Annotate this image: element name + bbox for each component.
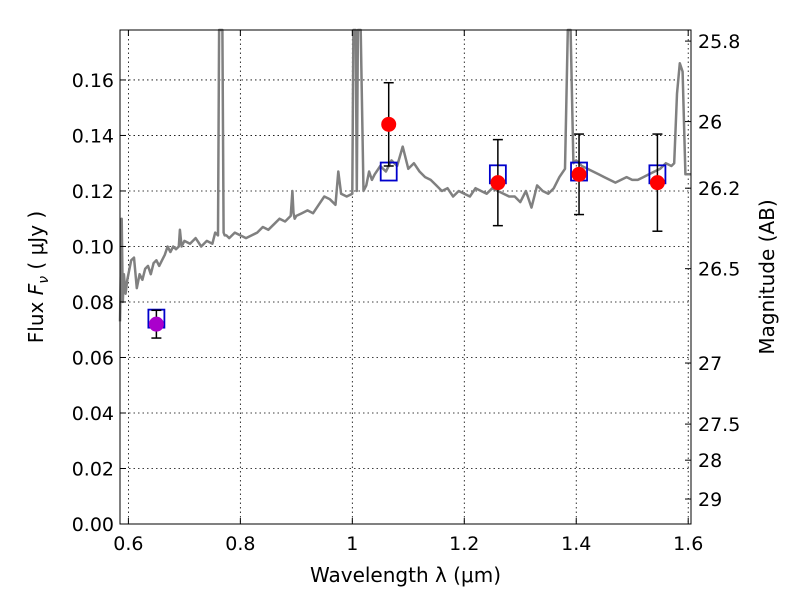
- y-axis-title-subscript: ν: [36, 276, 52, 284]
- right-tick-label: 25.8: [698, 31, 740, 53]
- observed-flux-point: [571, 166, 587, 182]
- right-tick-label: 28: [698, 450, 722, 472]
- right-tick-label: 26.5: [698, 259, 740, 281]
- observed-point-layer: [148, 116, 665, 332]
- errorbar-layer: [151, 81, 663, 339]
- x-axis-title: Wavelength λ (μm): [310, 563, 501, 587]
- y-axis-title-symbol: F: [24, 283, 48, 295]
- y-axis-title: Flux Fν ( μJy ): [24, 211, 52, 343]
- y-tick-label: 0.06: [72, 347, 114, 369]
- x-tick-label: 0.8: [225, 533, 255, 555]
- x-tick-label: 1: [346, 533, 358, 555]
- observed-flux-point: [649, 175, 665, 191]
- observed-flux-point: [148, 316, 164, 332]
- y-tick-label: 0.14: [72, 125, 114, 147]
- right-tick-label: 29: [698, 489, 722, 511]
- right-axis-title: Magnitude (AB): [755, 199, 779, 354]
- plot-frame: [119, 29, 692, 525]
- x-tick-label: 1.2: [449, 533, 479, 555]
- y-tick-label: 0.08: [72, 292, 114, 314]
- x-tick-label: 0.6: [113, 533, 143, 555]
- y-tick-label: 0.16: [72, 70, 114, 92]
- y-tick-label: 0.00: [72, 514, 114, 536]
- x-tick-label: 1.6: [673, 533, 703, 555]
- y-tick-label: 0.10: [72, 236, 114, 258]
- tick-layer: 0.6 0.8 1 1.2 1.4 1.6 0.00 0.02 0.04 0.06 0.08 0.10…: [72, 30, 740, 555]
- right-tick-label: 26.2: [698, 178, 740, 200]
- y-axis-title-prefix: Flux: [24, 295, 48, 343]
- right-tick-label: 27: [698, 353, 722, 375]
- observed-flux-point: [490, 175, 506, 191]
- right-tick-label: 27.5: [698, 414, 740, 436]
- right-tick-label: 26: [698, 112, 722, 134]
- observed-flux-point: [381, 116, 397, 132]
- y-tick-label: 0.12: [72, 181, 114, 203]
- y-tick-label: 0.04: [72, 403, 114, 425]
- y-tick-label: 0.02: [72, 458, 114, 480]
- y-axis-title-suffix: ( μJy ): [24, 211, 48, 276]
- x-tick-label: 1.4: [561, 533, 591, 555]
